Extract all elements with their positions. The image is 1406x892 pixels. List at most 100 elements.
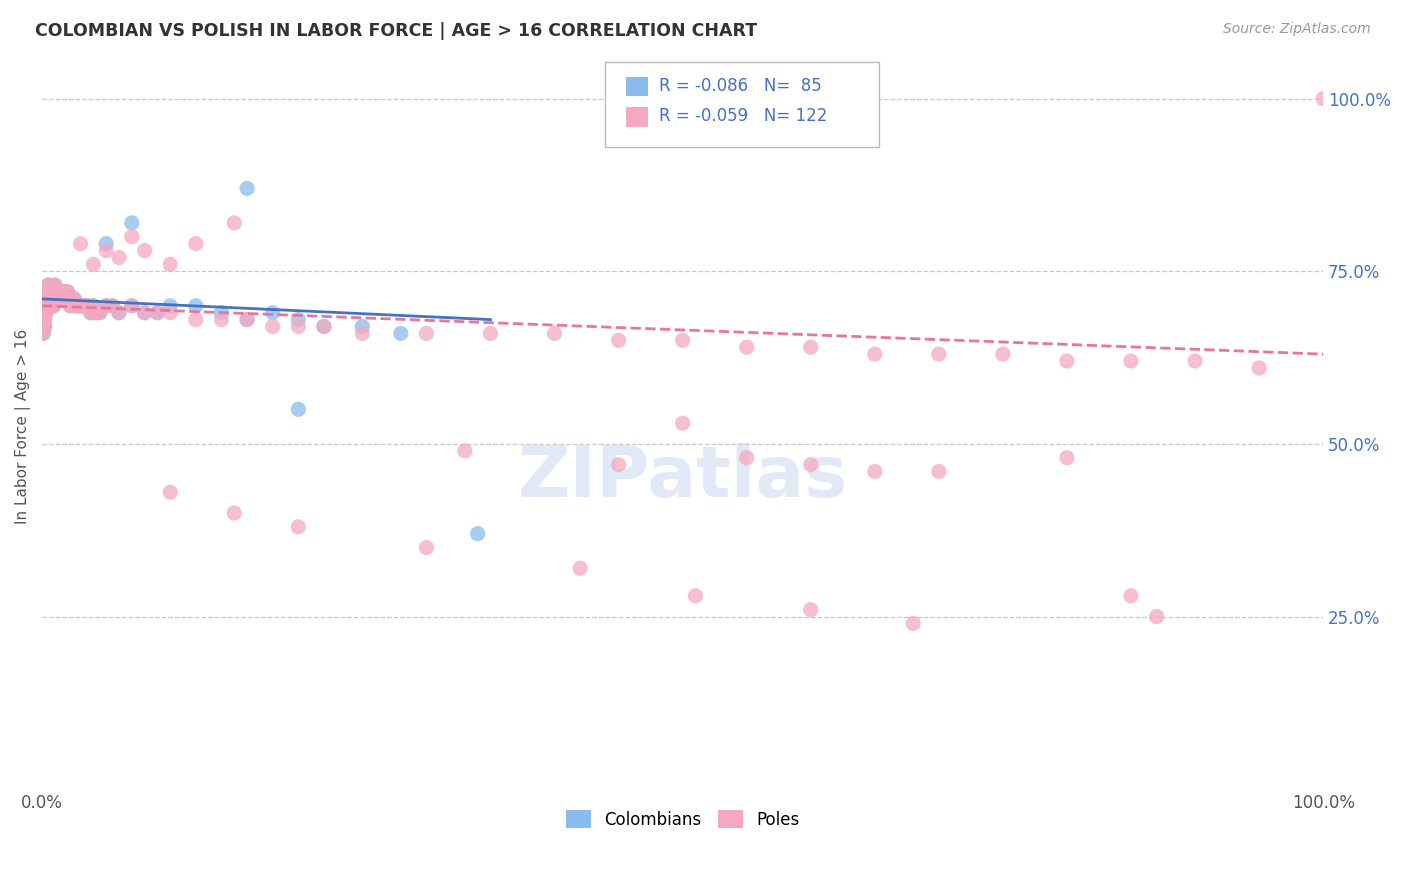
Point (42, 299, 65, 313)
Point (34, 306, 56, 320)
Point (51, 285, 73, 299)
Point (69, 236, 91, 251)
Point (34, 312, 56, 326)
Point (34, 312, 56, 326)
Y-axis label: In Labor Force | Age > 16: In Labor Force | Age > 16 (15, 329, 31, 524)
Point (82, 299, 104, 313)
Point (49, 285, 72, 299)
Point (96, 236, 118, 251)
Point (800, 458, 823, 472)
Point (224, 506, 246, 520)
Point (312, 319, 335, 334)
Point (42, 285, 65, 299)
Point (32, 312, 55, 326)
Point (52, 285, 75, 299)
Point (236, 312, 259, 326)
Point (39, 285, 62, 299)
Point (121, 299, 143, 313)
Point (211, 312, 233, 326)
Point (211, 306, 233, 320)
Point (69, 299, 91, 313)
Point (467, 526, 489, 541)
Text: R = -0.059   N= 122: R = -0.059 N= 122 (659, 107, 828, 125)
Point (32, 326, 55, 341)
Point (44, 292, 66, 306)
Point (56, 285, 79, 299)
Point (38, 278, 60, 293)
Point (34, 319, 56, 334)
Point (34, 292, 56, 306)
Point (159, 306, 181, 320)
Point (44, 285, 66, 299)
Point (134, 306, 156, 320)
Text: R = -0.086   N=  85: R = -0.086 N= 85 (659, 77, 823, 95)
Point (35, 292, 58, 306)
Point (38, 278, 60, 293)
Point (65, 299, 87, 313)
Point (44, 292, 66, 306)
Point (39, 292, 62, 306)
Point (37, 299, 59, 313)
Point (1146, 609, 1168, 624)
Point (672, 416, 695, 430)
Point (41, 292, 63, 306)
Point (58, 292, 80, 306)
Point (37, 292, 59, 306)
Point (134, 244, 156, 258)
Point (41, 285, 63, 299)
Point (49, 285, 72, 299)
Point (454, 443, 477, 458)
Point (159, 257, 181, 271)
Point (863, 465, 886, 479)
Point (35, 292, 58, 306)
Point (121, 229, 143, 244)
Point (415, 326, 437, 341)
Point (42, 299, 65, 313)
Point (1119, 354, 1142, 368)
Point (46, 292, 69, 306)
Point (46, 292, 69, 306)
Point (45, 285, 67, 299)
Point (51, 285, 73, 299)
Point (32, 299, 55, 313)
Point (1249, 360, 1271, 375)
Point (38, 292, 60, 306)
Text: ZIPatlas: ZIPatlas (517, 443, 848, 512)
Point (76, 299, 98, 313)
Point (89, 306, 111, 320)
Point (1119, 589, 1142, 603)
Point (38, 285, 60, 299)
Point (108, 251, 131, 265)
Point (38, 292, 60, 306)
Point (45, 285, 67, 299)
Point (543, 326, 565, 341)
Point (1056, 450, 1078, 465)
Point (53, 285, 76, 299)
Point (52, 285, 75, 299)
Point (38, 292, 60, 306)
Point (35, 306, 58, 320)
Point (108, 306, 131, 320)
Point (41, 285, 63, 299)
Point (76, 299, 98, 313)
Point (32, 319, 55, 334)
Point (48, 285, 70, 299)
Point (991, 347, 1014, 361)
Point (903, 616, 925, 631)
Point (31, 312, 53, 326)
Point (863, 347, 886, 361)
Point (96, 299, 118, 313)
Point (41, 292, 63, 306)
Point (224, 216, 246, 230)
Point (352, 326, 374, 341)
Point (66, 299, 89, 313)
Point (184, 236, 207, 251)
Point (34, 306, 56, 320)
Point (44, 278, 66, 293)
Point (415, 541, 437, 555)
Point (685, 589, 707, 603)
Point (56, 285, 79, 299)
Point (352, 319, 374, 334)
Point (607, 334, 630, 348)
Point (35, 285, 58, 299)
